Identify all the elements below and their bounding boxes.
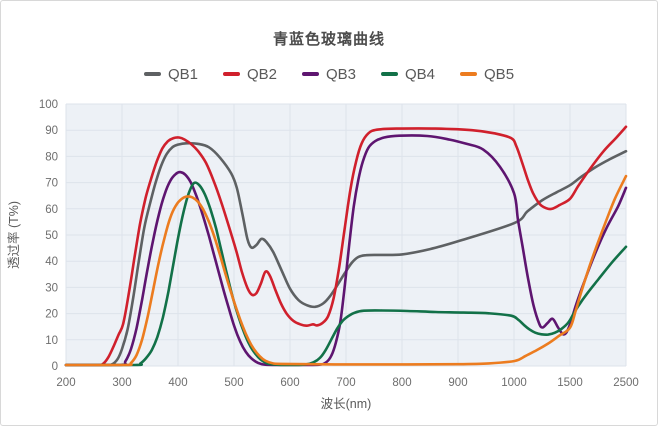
legend-swatch [143,72,161,76]
series-line-qb4[interactable] [64,181,628,367]
series-line-qb5[interactable] [64,174,628,367]
x-tick-label: 800 [392,377,411,389]
legend-label: QB4 [405,65,436,83]
series-line-qb1[interactable] [64,141,628,367]
x-tick-label: 600 [280,377,299,389]
y-tick-label: 10 [45,335,58,347]
legend-item-qb5[interactable]: QB5 [460,66,514,83]
x-tick-label: 500 [224,377,243,389]
legend-label: QB2 [246,65,277,83]
legend-item-qb4[interactable]: QB4 [381,66,435,83]
legend: QB1 QB2 QB3 QB4 QB5 [1,64,657,84]
legend-item-qb3[interactable]: QB3 [301,65,356,83]
x-tick-label: 300 [112,377,131,389]
legend-swatch [460,72,478,76]
legend-swatch [301,72,319,76]
legend-label: QB3 [325,65,356,83]
x-axis-label: 波长(nm) [321,397,372,411]
y-tick-label: 90 [45,125,58,137]
series-line-qb3[interactable] [64,134,628,367]
legend-label: QB5 [484,65,515,83]
x-tick-label: 2500 [613,377,639,389]
series-line-qb2[interactable] [64,125,628,367]
y-tick-label: 0 [52,361,58,373]
x-tick-label: 700 [336,377,355,389]
y-tick-label: 30 [45,282,58,294]
x-tick-label: 400 [168,377,187,389]
y-axis-label: 透过率 (T%) [6,201,21,269]
y-tick-label: 100 [39,99,58,111]
series-lines [64,125,628,367]
legend-label: QB1 [167,65,198,83]
y-tick-label: 80 [45,151,58,163]
x-tick-label: 1000 [501,377,527,389]
y-tick-label: 60 [45,204,58,216]
x-tick-label: 900 [448,377,467,389]
legend-swatch [381,72,398,76]
y-tick-label: 50 [45,230,58,242]
y-tick-label: 70 [45,178,58,190]
x-tick-label: 200 [56,377,75,389]
legend-item-qb2[interactable]: QB2 [222,65,277,83]
y-tick-label: 40 [45,256,58,268]
x-tick-label: 1500 [557,377,583,389]
chart-title: 青蓝色玻璃曲线 [272,31,385,48]
legend-swatch [222,72,240,76]
axis-ticks: 0 10 20 30 40 50 60 70 80 90 100 200 300 400 500 600 700… [39,99,639,389]
legend-item-qb1[interactable]: QB1 [143,65,198,83]
y-tick-label: 20 [45,309,58,321]
